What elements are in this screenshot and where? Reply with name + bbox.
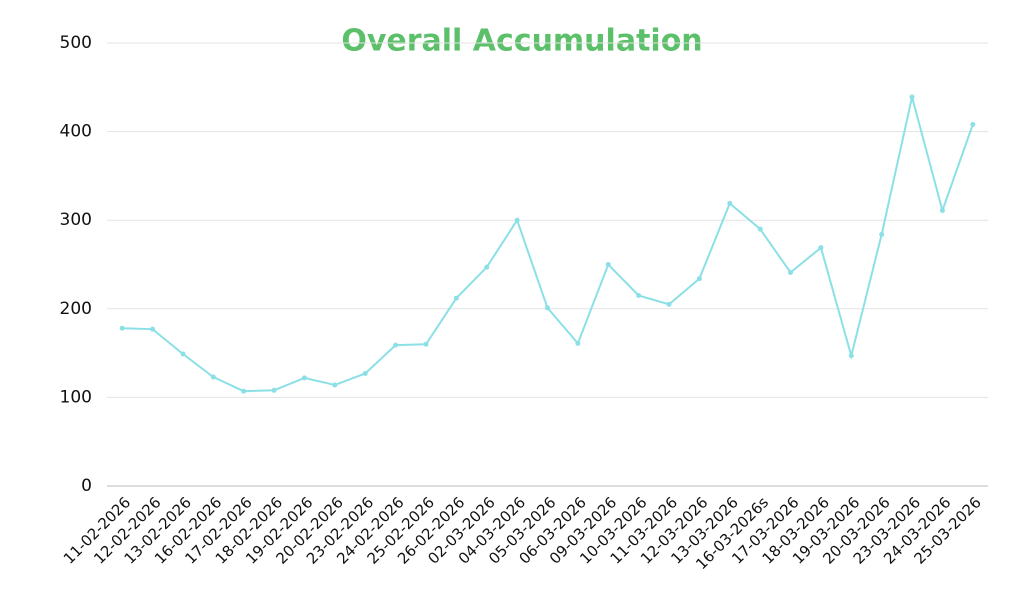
- y-tick-label: 100: [60, 387, 92, 407]
- point: [453, 295, 459, 301]
- point: [818, 245, 824, 251]
- point: [119, 325, 125, 331]
- point: [484, 264, 490, 270]
- point: [514, 217, 520, 223]
- y-tick-label: 0: [81, 476, 92, 496]
- point: [848, 353, 854, 359]
- point: [727, 200, 733, 206]
- point: [605, 262, 611, 267]
- point: [241, 388, 247, 394]
- point: [575, 340, 581, 346]
- point: [788, 269, 794, 275]
- point: [180, 351, 186, 357]
- point: [423, 341, 429, 347]
- point: [393, 342, 399, 348]
- line: [122, 96, 974, 393]
- point: [757, 226, 763, 232]
- point: [545, 305, 550, 311]
- point: [271, 387, 277, 393]
- point: [301, 375, 307, 381]
- point: [939, 207, 945, 213]
- chart-title: Overall Accumulation: [341, 24, 702, 59]
- point: [210, 374, 216, 380]
- point: [150, 326, 156, 332]
- point: [879, 231, 885, 237]
- point: [636, 293, 642, 299]
- y-tick-label: 500: [60, 33, 92, 53]
- point: [696, 276, 702, 282]
- point: [970, 122, 976, 128]
- point: [909, 94, 915, 100]
- point: [332, 382, 338, 388]
- y-tick-label: 400: [60, 122, 92, 142]
- y-tick-label: 200: [60, 299, 92, 319]
- y-tick-label: 300: [60, 210, 92, 230]
- point: [362, 370, 368, 376]
- point: [666, 301, 672, 307]
